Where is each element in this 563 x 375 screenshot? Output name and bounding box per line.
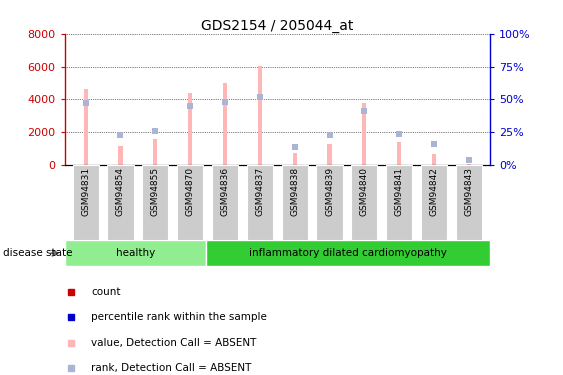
- Text: percentile rank within the sample: percentile rank within the sample: [91, 312, 267, 322]
- FancyBboxPatch shape: [351, 165, 377, 240]
- Title: GDS2154 / 205044_at: GDS2154 / 205044_at: [201, 19, 354, 33]
- FancyBboxPatch shape: [65, 240, 207, 266]
- Bar: [223, 83, 227, 165]
- Text: count: count: [91, 287, 120, 297]
- Text: GSM94839: GSM94839: [325, 167, 334, 216]
- Text: GSM94837: GSM94837: [256, 167, 265, 216]
- FancyBboxPatch shape: [73, 165, 99, 240]
- Bar: [153, 139, 158, 165]
- Text: GSM94841: GSM94841: [395, 167, 404, 216]
- FancyBboxPatch shape: [142, 165, 168, 240]
- Bar: [363, 103, 367, 165]
- Bar: [258, 66, 262, 165]
- FancyBboxPatch shape: [421, 165, 447, 240]
- Bar: [293, 153, 297, 165]
- Text: GSM94843: GSM94843: [464, 167, 473, 216]
- Text: disease state: disease state: [3, 248, 72, 258]
- Bar: [118, 146, 123, 165]
- Text: GSM94836: GSM94836: [221, 167, 230, 216]
- Text: inflammatory dilated cardiomyopathy: inflammatory dilated cardiomyopathy: [249, 248, 447, 258]
- Text: rank, Detection Call = ABSENT: rank, Detection Call = ABSENT: [91, 363, 251, 373]
- Bar: [188, 93, 193, 165]
- Text: GSM94838: GSM94838: [290, 167, 299, 216]
- Bar: [83, 89, 88, 165]
- Bar: [467, 164, 471, 165]
- Text: GSM94831: GSM94831: [81, 167, 90, 216]
- FancyBboxPatch shape: [247, 165, 273, 240]
- FancyBboxPatch shape: [212, 165, 238, 240]
- Text: GSM94840: GSM94840: [360, 167, 369, 216]
- Text: value, Detection Call = ABSENT: value, Detection Call = ABSENT: [91, 338, 256, 348]
- Text: healthy: healthy: [116, 248, 155, 258]
- FancyBboxPatch shape: [316, 165, 343, 240]
- Bar: [328, 144, 332, 165]
- FancyBboxPatch shape: [177, 165, 203, 240]
- FancyBboxPatch shape: [207, 240, 490, 266]
- FancyBboxPatch shape: [282, 165, 308, 240]
- FancyBboxPatch shape: [108, 165, 133, 240]
- FancyBboxPatch shape: [456, 165, 482, 240]
- Text: GSM94842: GSM94842: [430, 167, 439, 216]
- Bar: [397, 142, 401, 165]
- Text: GSM94855: GSM94855: [151, 167, 160, 216]
- Text: GSM94870: GSM94870: [186, 167, 195, 216]
- FancyBboxPatch shape: [386, 165, 412, 240]
- Text: GSM94854: GSM94854: [116, 167, 125, 216]
- Bar: [432, 154, 436, 165]
